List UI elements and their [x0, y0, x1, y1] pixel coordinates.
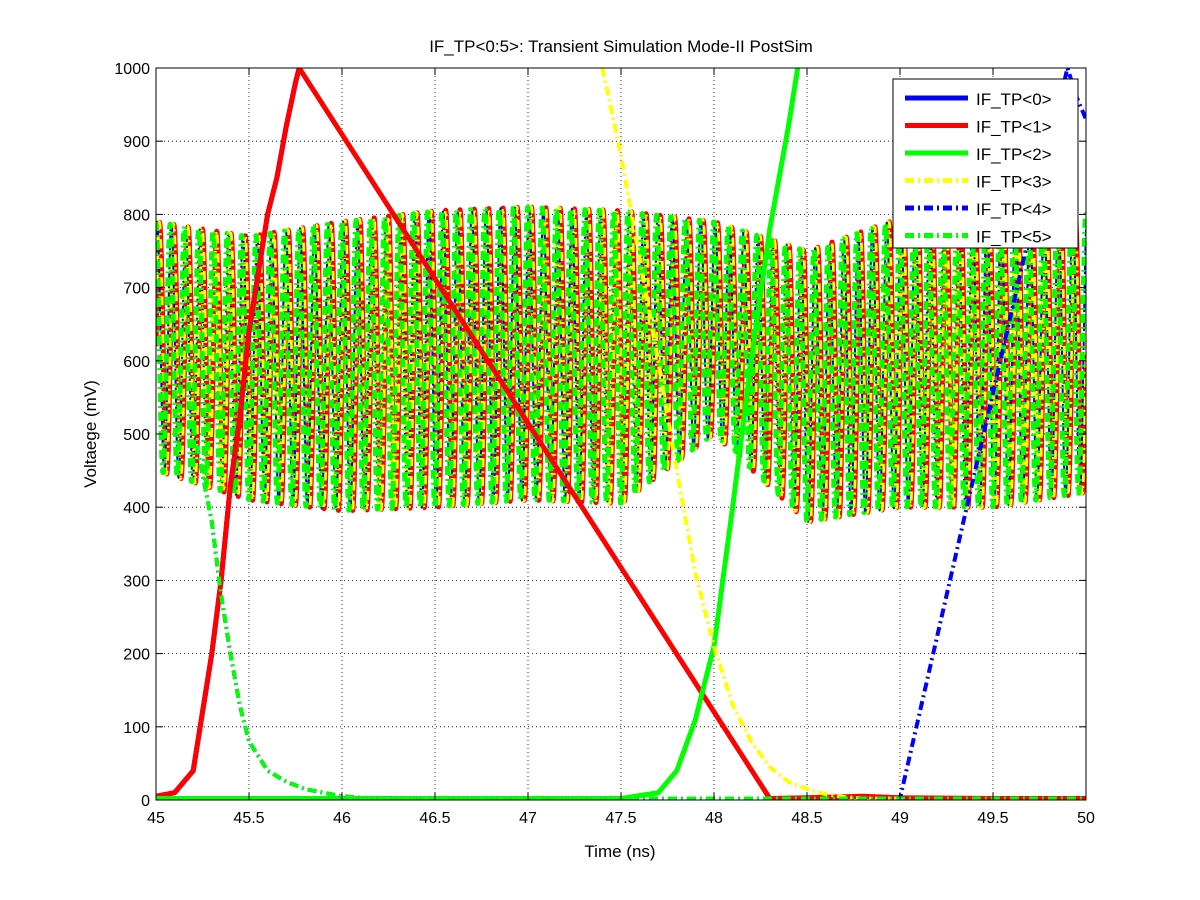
legend-label: IF_TP<4> — [976, 200, 1052, 219]
y-tick-label: 800 — [123, 207, 150, 224]
x-tick-label: 49.5 — [977, 810, 1008, 827]
legend-label: IF_TP<0> — [976, 90, 1052, 109]
legend-label: IF_TP<2> — [976, 145, 1052, 164]
y-tick-label: 700 — [123, 281, 150, 298]
x-tick-label: 48.5 — [791, 810, 822, 827]
y-tick-label: 200 — [123, 647, 150, 664]
x-axis-label: Time (ns) — [584, 842, 655, 861]
legend: IF_TP<0> IF_TP<1> IF_TP<2> IF_TP<3> IF_TP<4>… — [893, 79, 1078, 248]
x-tick-label: 45 — [147, 810, 165, 827]
legend-label: IF_TP<1> — [976, 118, 1052, 137]
x-tick-label: 49 — [891, 810, 909, 827]
y-tick-label: 500 — [123, 427, 150, 444]
y-axis-label: Voltaege (mV) — [81, 380, 100, 488]
y-tick-label: 100 — [123, 720, 150, 737]
x-tick-label: 47 — [519, 810, 537, 827]
y-tick-label: 300 — [123, 573, 150, 590]
y-tick-label: 900 — [123, 134, 150, 151]
x-tick-label: 47.5 — [605, 810, 636, 827]
y-tick-label: 600 — [123, 354, 150, 371]
legend-label: IF_TP<3> — [976, 173, 1052, 192]
chart-title: IF_TP<0:5>: Transient Simulation Mode-II… — [429, 37, 813, 56]
x-tick-label: 45.5 — [233, 810, 264, 827]
x-tick-label: 46.5 — [419, 810, 450, 827]
y-tick-label: 1000 — [114, 61, 150, 78]
x-tick-label: 48 — [705, 810, 723, 827]
y-tick-label: 0 — [141, 793, 150, 810]
x-tick-label: 46 — [333, 810, 351, 827]
legend-label: IF_TP<5> — [976, 228, 1052, 247]
y-tick-label: 400 — [123, 500, 150, 517]
x-tick-label: 50 — [1077, 810, 1095, 827]
